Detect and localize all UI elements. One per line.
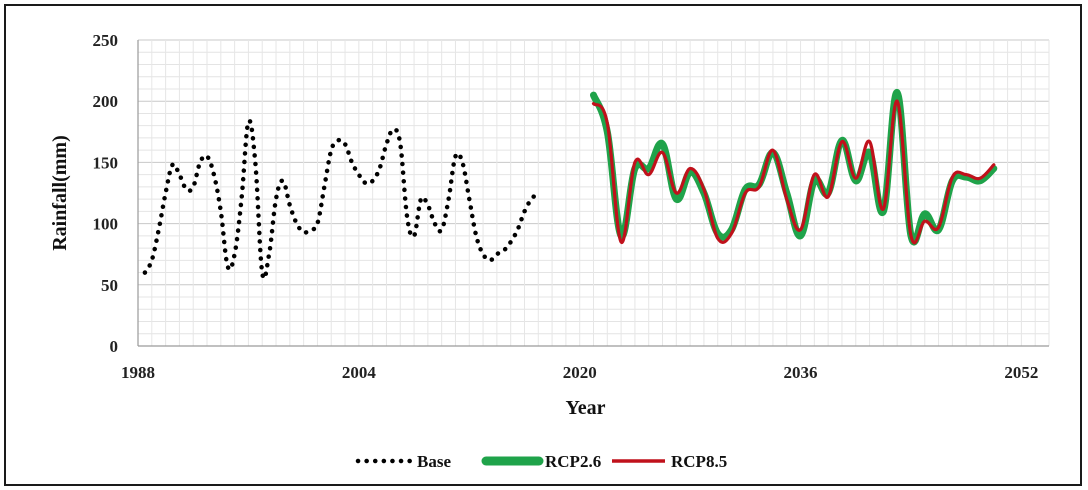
chart-frame: 0 50 100 150 200 250 1988 2004 2020 2036 2052 Year… (4, 4, 1082, 486)
grid-lines (137, 39, 1050, 347)
y-tick-label: 100 (93, 215, 119, 234)
legend: Base RCP2.6 RCP8.5 (355, 452, 727, 471)
series-line-rcp26 (590, 89, 998, 246)
series-line-base (142, 118, 541, 281)
axes (137, 40, 1049, 347)
series-line-rcp85 (591, 99, 996, 245)
y-tick-label: 150 (93, 153, 119, 172)
x-tick-label: 2020 (563, 363, 597, 382)
legend-rcp26-label: RCP2.6 (545, 452, 601, 471)
y-tick-label: 0 (110, 337, 119, 356)
y-tick-label: 250 (93, 31, 119, 50)
x-tick-label: 1988 (121, 363, 155, 382)
x-tick-label: 2004 (342, 363, 377, 382)
y-axis-title: Rainfall(mm) (49, 135, 71, 251)
y-tick-label: 200 (93, 92, 119, 111)
x-tick-label: 2052 (1004, 363, 1038, 382)
series-layer (142, 89, 998, 281)
tick-labels: 0 50 100 150 200 250 1988 2004 2020 2036 2052 (93, 31, 1039, 382)
y-tick-label: 50 (101, 276, 118, 295)
legend-base-label: Base (417, 452, 451, 471)
x-tick-label: 2036 (784, 363, 818, 382)
x-axis-title: Year (566, 397, 606, 419)
legend-rcp85-label: RCP8.5 (671, 452, 727, 471)
rainfall-chart: 0 50 100 150 200 250 1988 2004 2020 2036 2052 Year… (49, 31, 1050, 471)
